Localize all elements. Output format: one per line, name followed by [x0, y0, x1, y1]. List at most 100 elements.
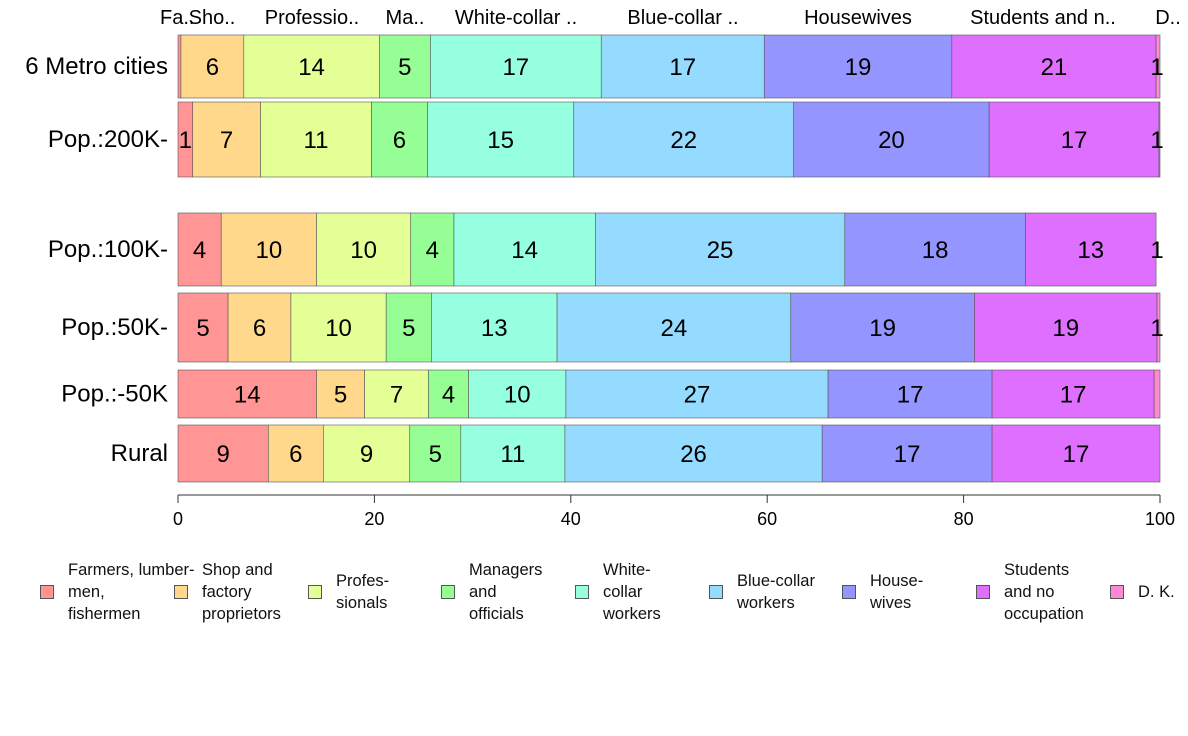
x-tick-label: 60 — [757, 509, 777, 529]
legend-swatch — [40, 585, 54, 599]
bar-value-label: 1 — [1150, 127, 1163, 154]
bar-segment — [991, 369, 1155, 419]
bar-segment — [763, 34, 953, 99]
bar-value-label: 7 — [390, 382, 403, 409]
bar-value-label: 6 — [206, 54, 219, 81]
legend-label: Blue-collar workers — [737, 572, 815, 612]
bar-value-label: 4 — [193, 237, 206, 264]
legend-item: Profes- sionals — [308, 570, 389, 614]
segment-header-label: D.. — [1155, 7, 1181, 29]
bar-segment — [564, 424, 823, 483]
bar-value-label: 21 — [1041, 54, 1068, 81]
bar-segment — [573, 101, 795, 178]
legend-label: Farmers, lumber- men, fishermen — [68, 561, 195, 623]
bar-segment — [1158, 101, 1161, 178]
bar-segment — [565, 369, 829, 419]
bar-value-label: 10 — [350, 237, 377, 264]
category-label: Pop.:-50K — [61, 381, 168, 408]
bar-value-label: 13 — [481, 315, 508, 342]
bar-value-label: 17 — [502, 54, 529, 81]
bar-value-label: 14 — [298, 54, 325, 81]
bar-segment — [220, 212, 317, 287]
bar-value-label: 14 — [511, 237, 538, 264]
bar-value-label: 6 — [289, 441, 302, 468]
bar-value-label: 6 — [253, 315, 266, 342]
bar-value-label: 17 — [894, 441, 921, 468]
bar-value-label: 10 — [504, 382, 531, 409]
bar-value-label: 10 — [325, 315, 352, 342]
bar-segment — [453, 212, 596, 287]
segment-header-label: White-collar .. — [455, 7, 577, 29]
legend-label: House- wives — [870, 572, 924, 612]
bar-segment — [371, 101, 428, 178]
bar-segment — [268, 424, 324, 483]
bar-value-label: 5 — [334, 382, 347, 409]
category-label: 6 Metro cities — [25, 53, 168, 80]
bar-segment — [821, 424, 993, 483]
bar-value-label: 7 — [220, 127, 233, 154]
segment-header-label: Ma.. — [386, 7, 425, 29]
bar-segment — [600, 34, 765, 99]
x-tick-label: 40 — [561, 509, 581, 529]
bar-value-label: 25 — [707, 237, 734, 264]
bar-segment — [177, 369, 317, 419]
bar-value-label: 1 — [1150, 315, 1163, 342]
bar-value-label: 1 — [1150, 54, 1163, 81]
legend-item: Farmers, lumber- men, fishermen — [40, 559, 195, 625]
bar-value-label: 4 — [426, 237, 439, 264]
bar-segment — [316, 212, 412, 287]
legend-label: D. K. — [1138, 583, 1175, 601]
bar-value-label: 19 — [869, 315, 896, 342]
bar-segment — [290, 292, 387, 363]
bar-value-label: 5 — [196, 315, 209, 342]
bar-segment — [1153, 369, 1161, 419]
bar-segment — [364, 369, 429, 419]
bar-segment — [410, 212, 455, 287]
segment-header-label: Blue-collar .. — [627, 7, 738, 29]
bar-segment — [988, 101, 1160, 178]
bar-segment — [427, 101, 575, 178]
category-label: Pop.:200K- — [48, 126, 168, 153]
bar-segment — [1025, 212, 1157, 287]
legend-swatch — [174, 585, 188, 599]
bar-segment — [1155, 34, 1161, 99]
bar-value-label: 6 — [393, 127, 406, 154]
bar-value-label: 1 — [179, 127, 192, 154]
bar-segment — [827, 369, 993, 419]
bar-value-label: 17 — [1061, 127, 1088, 154]
bar-segment — [177, 424, 269, 483]
bar-segment — [316, 369, 365, 419]
legend-swatch — [1110, 585, 1124, 599]
legend-label: White- collar workers — [603, 561, 661, 623]
legend-item: House- wives — [842, 570, 923, 614]
bar-value-label: 4 — [442, 382, 455, 409]
bar-value-label: 24 — [661, 315, 688, 342]
bar-segment — [1156, 292, 1161, 363]
bar-value-label: 17 — [1060, 382, 1087, 409]
bar-value-label: 17 — [669, 54, 696, 81]
segment-header-label: Students and n.. — [970, 7, 1116, 29]
bar-value-label: 11 — [304, 127, 329, 154]
segment-header-label: Sho.. — [189, 7, 236, 29]
chart-legend: Farmers, lumber- men, fishermen Shop and … — [0, 548, 1188, 638]
bar-value-label: 10 — [255, 237, 282, 264]
bar-segment — [595, 212, 846, 287]
bar-segment — [177, 34, 182, 99]
bar-value-label: 19 — [1052, 315, 1079, 342]
bar-segment — [431, 292, 558, 363]
bar-value-label: 20 — [878, 127, 905, 154]
bar-value-label: 5 — [398, 54, 411, 81]
bar-segment — [177, 212, 222, 287]
legend-swatch — [575, 585, 589, 599]
legend-swatch — [842, 585, 856, 599]
category-label: Pop.:100K- — [48, 236, 168, 263]
bar-segment — [951, 34, 1157, 99]
legend-item: White- collar workers — [575, 559, 661, 625]
bar-value-label: 18 — [922, 237, 949, 264]
legend-label: Students and no occupation — [1004, 561, 1084, 623]
bar-value-label: 14 — [234, 382, 261, 409]
x-tick-label: 0 — [173, 509, 183, 529]
legend-label: Profes- sionals — [336, 572, 390, 612]
legend-swatch — [709, 585, 723, 599]
